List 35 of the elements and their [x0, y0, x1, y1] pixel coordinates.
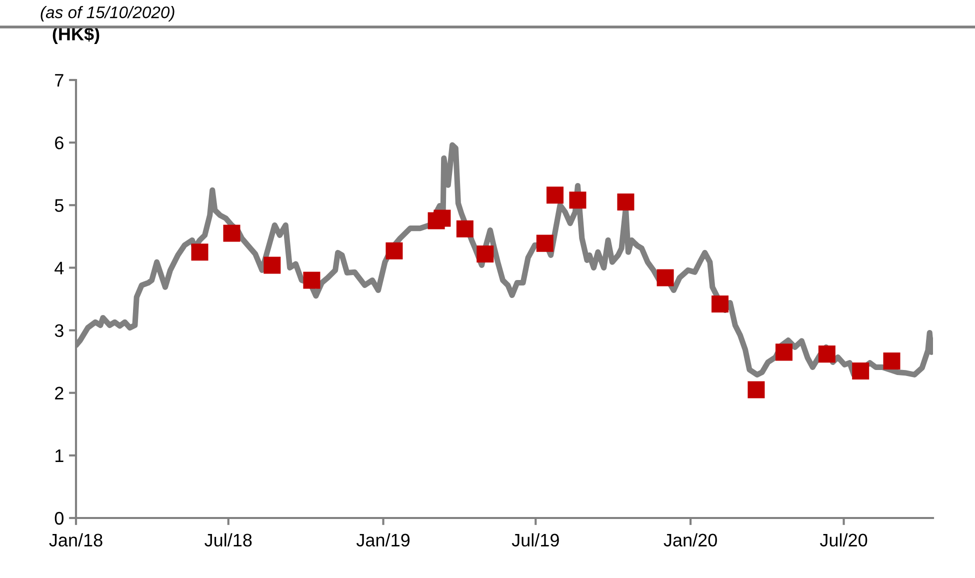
- x-tick-label: Jul/18: [204, 533, 252, 547]
- y-tick-label: 3: [54, 324, 64, 338]
- point: [818, 346, 836, 363]
- y-tick-label: 0: [54, 512, 64, 525]
- x-tick-label: Jan/19: [356, 533, 410, 547]
- point: [434, 210, 451, 227]
- point: [656, 269, 674, 286]
- x-tick-label: Jan/20: [664, 533, 717, 547]
- point: [883, 352, 900, 370]
- y-tick-label: 7: [55, 74, 64, 87]
- y-tick-label: 4: [54, 262, 64, 274]
- point: [264, 256, 281, 274]
- x-tick-label: Jul/19: [512, 533, 559, 547]
- point: [223, 224, 240, 242]
- chart-subtitle: (as of 15/10/2020): [40, 6, 174, 22]
- point: [852, 362, 870, 380]
- point: [546, 186, 564, 204]
- y-tick-label: 2: [55, 386, 64, 400]
- x-tick-label: Jan/18: [49, 533, 102, 547]
- x-tick-label: Jul/20: [820, 533, 868, 547]
- point: [476, 245, 494, 262]
- point: [191, 244, 208, 261]
- point: [748, 381, 765, 398]
- point: [536, 234, 554, 252]
- point: [456, 220, 474, 238]
- point: [303, 272, 320, 289]
- point: [386, 242, 403, 260]
- point: [775, 344, 792, 361]
- point: [617, 194, 634, 211]
- y-tick-label: 1: [56, 450, 64, 462]
- point: [712, 296, 729, 313]
- y-axis-title: (HK$): [52, 26, 100, 44]
- y-tick-label: 6: [55, 136, 64, 150]
- point: [569, 192, 586, 209]
- y-tick-label: 5: [54, 199, 64, 212]
